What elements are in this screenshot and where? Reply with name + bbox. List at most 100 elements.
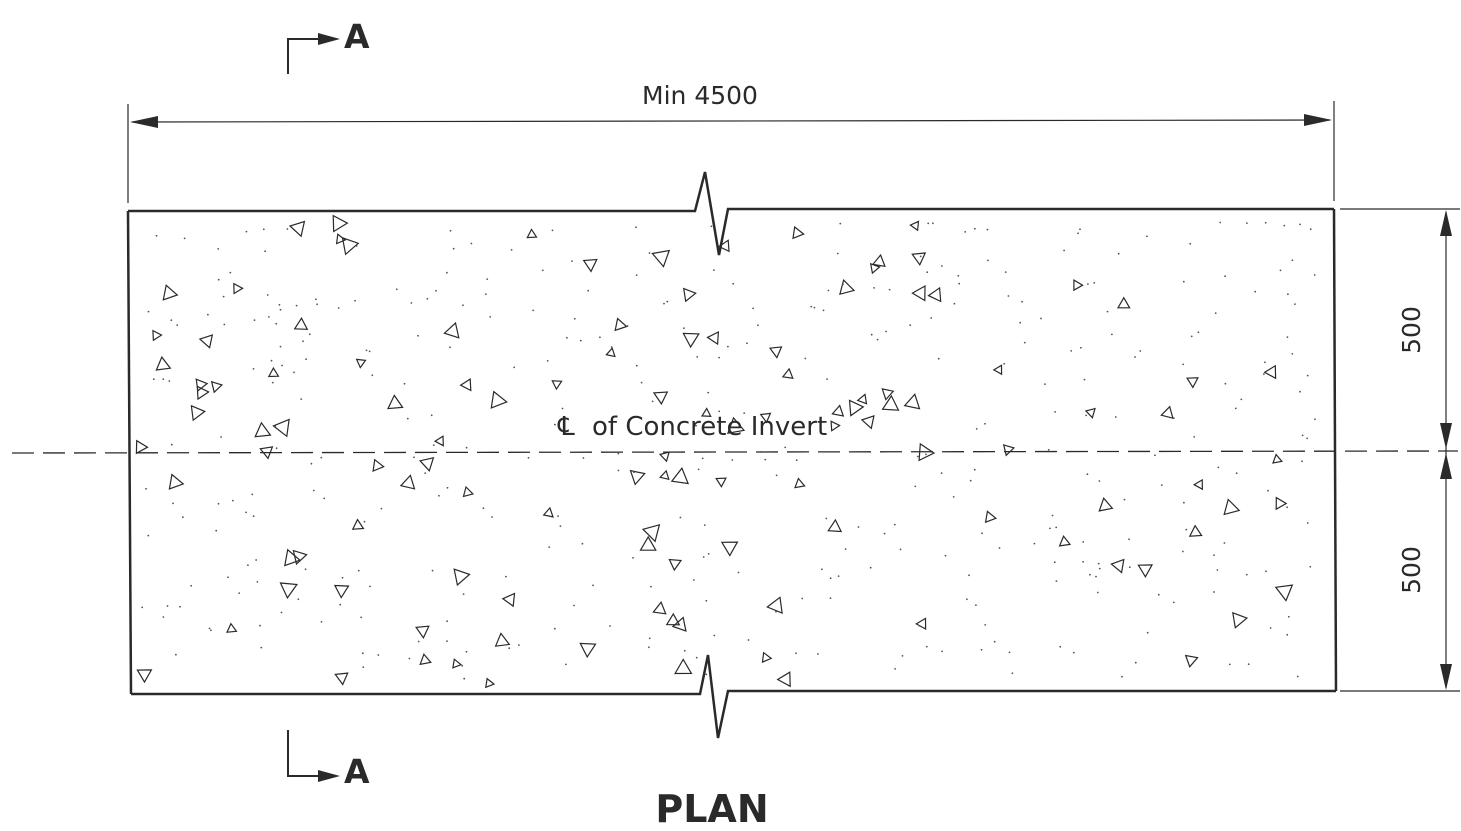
aggregate-dot bbox=[1072, 651, 1075, 654]
aggregate-dot bbox=[252, 515, 255, 518]
aggregate-triangle bbox=[135, 439, 149, 455]
aggregate-dot bbox=[1309, 228, 1312, 231]
aggregate-dot bbox=[300, 398, 303, 400]
aggregate-dot bbox=[215, 529, 218, 532]
centerline-label: of Concrete Invert bbox=[592, 412, 827, 442]
aggregate-triangle bbox=[542, 506, 554, 518]
aggregate-dot bbox=[1197, 331, 1200, 334]
aggregate-dot bbox=[170, 443, 173, 446]
aggregate-dot bbox=[1117, 252, 1120, 255]
width-dimensions: 500 500 bbox=[1340, 208, 1460, 692]
aggregate-dot bbox=[1296, 675, 1299, 678]
aggregate-dot bbox=[238, 592, 241, 594]
aggregate-triangle bbox=[831, 404, 845, 417]
aggregate-dot bbox=[940, 472, 943, 474]
aggregate-dot bbox=[1235, 472, 1238, 475]
aggregate-dot bbox=[297, 598, 300, 601]
aggregate-dot bbox=[1234, 407, 1237, 410]
aggregate-triangle bbox=[198, 334, 214, 349]
aggregate-triangle bbox=[1263, 364, 1277, 380]
aggregate-dot bbox=[909, 324, 912, 327]
aggregate-dot bbox=[974, 227, 976, 230]
aggregate-dot bbox=[826, 378, 828, 380]
aggregate-dot bbox=[259, 624, 261, 627]
aggregate-dot bbox=[696, 356, 699, 358]
aggregate-triangle bbox=[881, 394, 900, 411]
aggregate-dot bbox=[817, 653, 819, 655]
aggregate-dot bbox=[1128, 538, 1130, 541]
aggregate-dot bbox=[1011, 672, 1014, 675]
aggregate-dot bbox=[1077, 232, 1079, 235]
aggregate-triangle bbox=[639, 535, 657, 551]
aggregate-dot bbox=[565, 663, 567, 666]
aggregate-dot bbox=[573, 317, 576, 320]
aggregate-dot bbox=[320, 456, 323, 459]
aggregate-dot bbox=[697, 468, 700, 471]
aggregate-dot bbox=[1063, 249, 1065, 252]
aggregate-triangle bbox=[651, 249, 671, 268]
aggregate-triangle bbox=[629, 469, 646, 486]
aggregate-dot bbox=[795, 459, 798, 462]
aggregate-triangle bbox=[579, 642, 597, 659]
aggregate-triangle bbox=[848, 399, 865, 417]
aggregate-dot bbox=[1306, 522, 1309, 524]
aggregate-triangle bbox=[1098, 497, 1114, 512]
aggregate-dot bbox=[1269, 627, 1272, 629]
aggregate-dot bbox=[245, 230, 248, 233]
aggregate-dot bbox=[413, 456, 415, 459]
overall-length-dimension: Min 4500 bbox=[127, 81, 1335, 203]
aggregate-dot bbox=[217, 502, 220, 505]
aggregate-dot bbox=[663, 302, 665, 305]
aggregate-dot bbox=[368, 350, 371, 353]
aggregate-dot bbox=[836, 252, 839, 255]
aggregate-dot bbox=[446, 486, 449, 489]
aggregate-triangle bbox=[418, 456, 435, 472]
aggregate-dot bbox=[1047, 448, 1050, 451]
aggregate-dot bbox=[1054, 411, 1056, 413]
aggregate-dot bbox=[998, 547, 1001, 549]
aggregate-dot bbox=[1019, 321, 1022, 324]
aggregate-dot bbox=[431, 569, 434, 572]
aggregate-dot bbox=[752, 307, 754, 310]
aggregate-dot bbox=[743, 412, 746, 414]
aggregate-dot bbox=[449, 229, 452, 232]
aggregate-triangle bbox=[670, 467, 690, 485]
aggregate-dot bbox=[229, 271, 232, 274]
aggregate-dot bbox=[1183, 501, 1185, 504]
aggregate-dot bbox=[286, 228, 289, 230]
aggregate-dot bbox=[489, 316, 492, 318]
aggregate-triangle bbox=[501, 592, 516, 608]
aggregate-dot bbox=[626, 325, 629, 327]
aggregate-dot bbox=[217, 248, 220, 250]
aggregate-dot bbox=[1049, 527, 1051, 530]
aggregate-dot bbox=[870, 333, 873, 336]
aggregate-triangle bbox=[333, 584, 350, 599]
aggregate-triangle bbox=[715, 477, 727, 488]
drawing-title: PLAN bbox=[655, 787, 768, 831]
aggregate-dot bbox=[747, 639, 750, 641]
aggregate-dot bbox=[279, 308, 282, 311]
aggregate-triangle bbox=[1160, 405, 1174, 420]
aggregate-dot bbox=[930, 317, 933, 319]
aggregate-dot bbox=[432, 444, 435, 446]
aggregate-dot bbox=[1080, 346, 1082, 349]
aggregate-dot bbox=[510, 249, 513, 251]
aggregate-dot bbox=[280, 611, 283, 614]
aggregate-triangle bbox=[351, 518, 365, 530]
aggregate-triangle bbox=[233, 282, 244, 295]
aggregate-dot bbox=[914, 485, 917, 488]
aggregate-dot bbox=[1097, 562, 1100, 565]
aggregate-triangle bbox=[419, 653, 432, 666]
aggregate-dot bbox=[1083, 378, 1086, 381]
section-marker-top: A bbox=[287, 17, 370, 74]
aggregate-dot bbox=[801, 597, 804, 600]
aggregate-triangle bbox=[856, 393, 868, 405]
aggregate-dot bbox=[757, 324, 759, 327]
aggregate-dot bbox=[527, 456, 530, 459]
aggregate-dot bbox=[1287, 615, 1290, 618]
aggregate-dot bbox=[648, 646, 650, 649]
aggregate-dot bbox=[705, 673, 708, 676]
aggregate-dot bbox=[986, 228, 989, 231]
aggregate-dot bbox=[1213, 591, 1215, 593]
centerline-symbol: ℄ bbox=[557, 412, 575, 442]
